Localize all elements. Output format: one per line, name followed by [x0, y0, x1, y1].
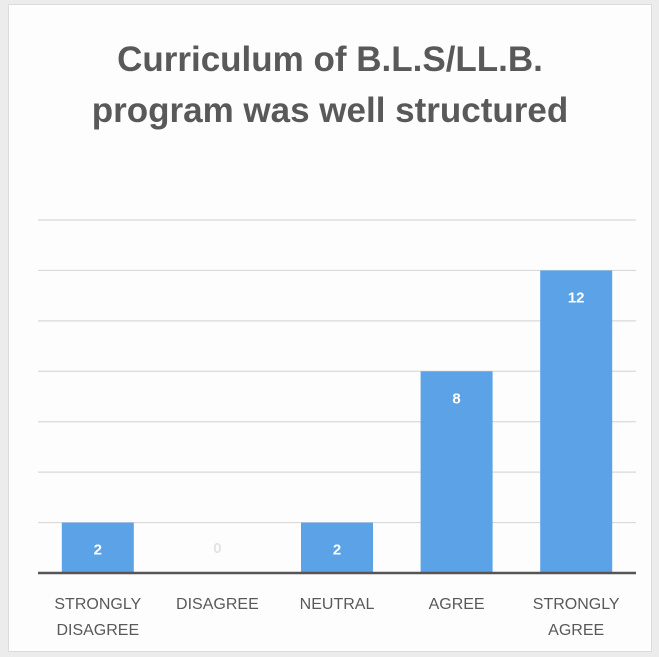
data-label: 8: [452, 390, 460, 407]
data-label: 2: [333, 542, 341, 559]
data-label: 0: [213, 540, 221, 557]
bar: [61, 522, 134, 573]
x-tick-label: STRONGLY DISAGREE: [54, 596, 142, 639]
data-label: 12: [568, 289, 585, 306]
bar: [540, 270, 613, 573]
bar: [420, 371, 493, 573]
x-tick-label: AGREE: [428, 596, 485, 613]
chart-title: Curriculum of B.L.S/LL.B. program was we…: [91, 40, 569, 130]
x-tick-label: NEUTRAL: [299, 596, 375, 613]
x-tick-label: STRONGLY AGREE: [532, 596, 620, 639]
bar: [301, 522, 373, 573]
data-label: 2: [94, 542, 102, 559]
x-tick-label: DISAGREE: [176, 596, 259, 613]
